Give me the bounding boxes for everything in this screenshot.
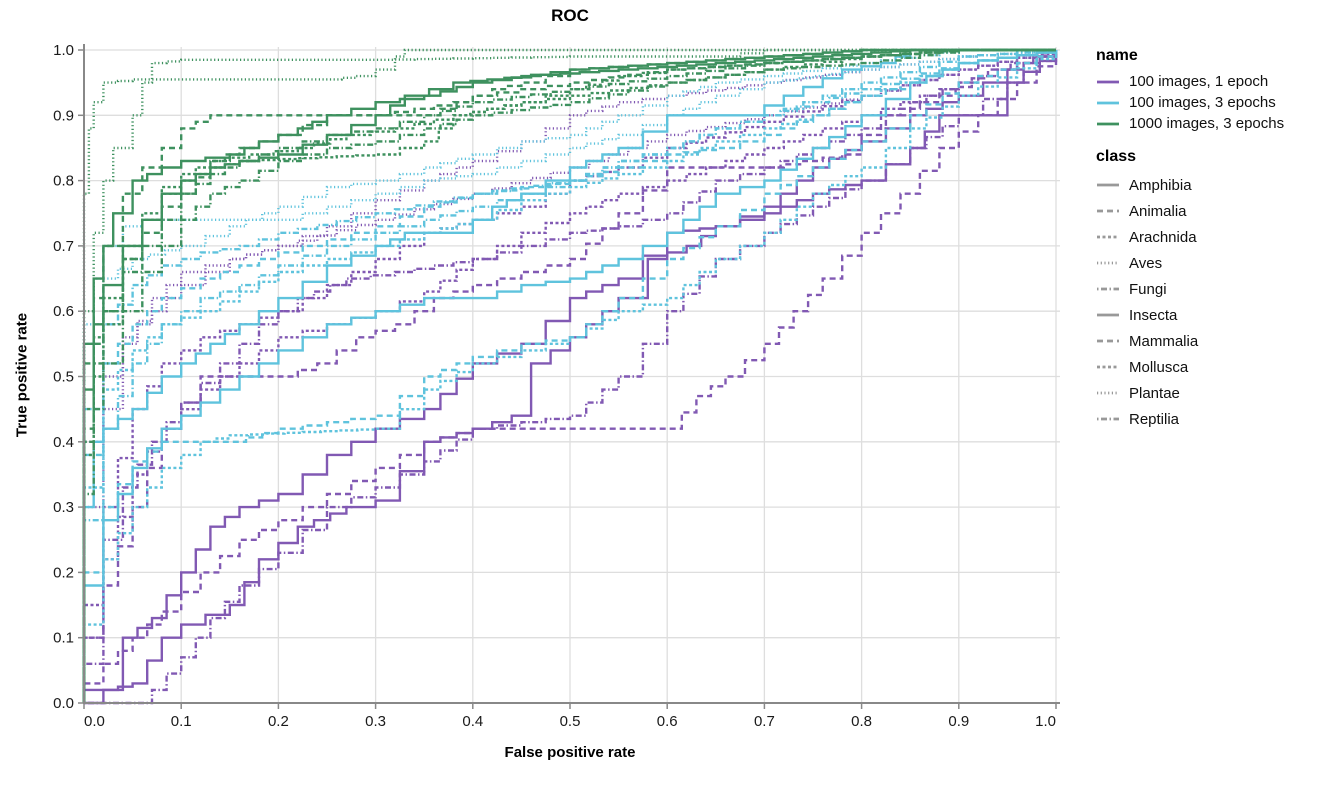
legend-label: 100 images, 1 epoch	[1129, 73, 1269, 90]
roc-curve	[82, 50, 1058, 703]
roc-curve	[82, 48, 1056, 703]
roc-curve	[82, 50, 1058, 703]
legend-label: Aves	[1129, 254, 1163, 272]
roc-curve	[82, 50, 1058, 703]
y-tick-label: 0.7	[53, 238, 74, 255]
legend-line-swatch-icon	[1097, 101, 1119, 104]
legend-line-swatch-icon	[1097, 391, 1119, 395]
x-tick-label: 0.7	[754, 713, 775, 730]
roc-curve	[82, 50, 1058, 703]
roc-curve	[82, 48, 1056, 703]
y-tick-label: 0.9	[53, 107, 74, 124]
roc-curve	[82, 48, 1056, 703]
y-tick-label: 0.8	[53, 173, 74, 190]
x-tick-label: 0.9	[948, 713, 969, 730]
legend-class-item: Amphibia	[1096, 172, 1284, 198]
roc-curve	[82, 48, 1056, 703]
legend-line-swatch-icon	[1097, 80, 1119, 83]
axes: 0.0 0.1 0.2 0.3 0.4 0.5 0.6 0.7 0.8 0.9 1.0 0.0 0.1 0…	[53, 42, 1060, 730]
legend-class-item: Arachnida	[1096, 224, 1284, 250]
roc-curve	[82, 50, 1058, 703]
roc-curve	[82, 50, 1058, 703]
legend-label: Insecta	[1129, 306, 1178, 324]
roc-curve	[82, 48, 1056, 703]
legend-class-title: class	[1096, 148, 1137, 165]
legend-label: Mollusca	[1129, 358, 1189, 376]
roc-curve	[82, 50, 1058, 703]
y-tick-label: 0.2	[53, 564, 74, 581]
legend-class-item: Plantae	[1096, 380, 1284, 406]
legend-line-swatch-icon	[1097, 209, 1119, 213]
y-tick-label: 0.3	[53, 499, 74, 516]
y-tick-label: 0.5	[53, 369, 74, 386]
legend-name-title: name	[1096, 47, 1138, 64]
x-tick-label: 0.3	[365, 713, 386, 730]
legend-line-swatch-icon	[1097, 235, 1119, 239]
roc-curves	[82, 48, 1058, 705]
y-tick-label: 0.0	[53, 695, 74, 712]
x-tick-label: 0.1	[171, 713, 192, 730]
legend-class-item: Aves	[1096, 250, 1284, 276]
x-tick-label: 0.2	[268, 713, 289, 730]
roc-curve	[82, 50, 1058, 703]
roc-curve	[84, 50, 1058, 705]
x-axis-title: False positive rate	[504, 744, 636, 761]
legend-label: Amphibia	[1129, 176, 1192, 194]
legend-class-item: Animalia	[1096, 198, 1284, 224]
y-tick-label: 0.6	[53, 303, 74, 320]
legend-class-item: Reptilia	[1096, 406, 1284, 432]
y-axis-title: True positive rate	[13, 312, 31, 438]
legend-class-item: Insecta	[1096, 302, 1284, 328]
legend-name-item: 100 images, 1 epoch	[1096, 71, 1284, 92]
legend-label: Arachnida	[1129, 228, 1197, 246]
roc-curve	[82, 50, 1058, 703]
legend-class-item: Mollusca	[1096, 354, 1284, 380]
roc-curve	[82, 50, 1058, 703]
legend-label: Reptilia	[1129, 410, 1180, 428]
x-tick-label: 1.0	[1035, 713, 1056, 730]
roc-curve	[82, 48, 1056, 703]
legend-name-item: 100 images, 3 epochs	[1096, 92, 1284, 113]
legend-line-swatch-icon	[1097, 287, 1119, 291]
legend-name-items: 100 images, 1 epoch 100 images, 3 epochs 1…	[1096, 71, 1284, 134]
legend-class-items: Amphibia Animalia Arachnida Aves Fungi Insect…	[1096, 172, 1284, 432]
x-tick-label: 0.6	[657, 713, 678, 730]
y-tick-label: 0.4	[53, 434, 74, 451]
chart-title: ROC	[551, 6, 589, 25]
legend-class-item: Fungi	[1096, 276, 1284, 302]
legend-label: Mammalia	[1129, 332, 1199, 350]
legend-class-item: Mammalia	[1096, 328, 1284, 354]
legend-line-swatch-icon	[1097, 122, 1119, 125]
x-tick-label: 0.4	[462, 713, 483, 730]
x-tick-label: 0.8	[851, 713, 872, 730]
legend-line-swatch-icon	[1097, 417, 1119, 421]
legend-label: 100 images, 3 epochs	[1129, 94, 1276, 111]
legend-line-swatch-icon	[1097, 365, 1119, 369]
roc-curve	[82, 48, 1056, 703]
legend-line-swatch-icon	[1097, 313, 1119, 317]
legend: name 100 images, 1 epoch 100 images, 3 ep…	[1096, 47, 1284, 432]
y-tick-label: 1.0	[53, 42, 74, 59]
legend-line-swatch-icon	[1097, 339, 1119, 343]
legend-name-item: 1000 images, 3 epochs	[1096, 113, 1284, 134]
legend-label: 1000 images, 3 epochs	[1129, 115, 1285, 132]
legend-label: Fungi	[1129, 280, 1167, 298]
roc-curve	[82, 48, 1056, 703]
legend-line-swatch-icon	[1097, 261, 1119, 265]
legend-label: Animalia	[1129, 202, 1187, 220]
x-tick-label: 0.5	[560, 713, 581, 730]
legend-line-swatch-icon	[1097, 183, 1119, 187]
legend-label: Plantae	[1129, 384, 1180, 402]
x-tick-label: 0.0	[84, 713, 105, 730]
y-tick-label: 0.1	[53, 630, 74, 647]
